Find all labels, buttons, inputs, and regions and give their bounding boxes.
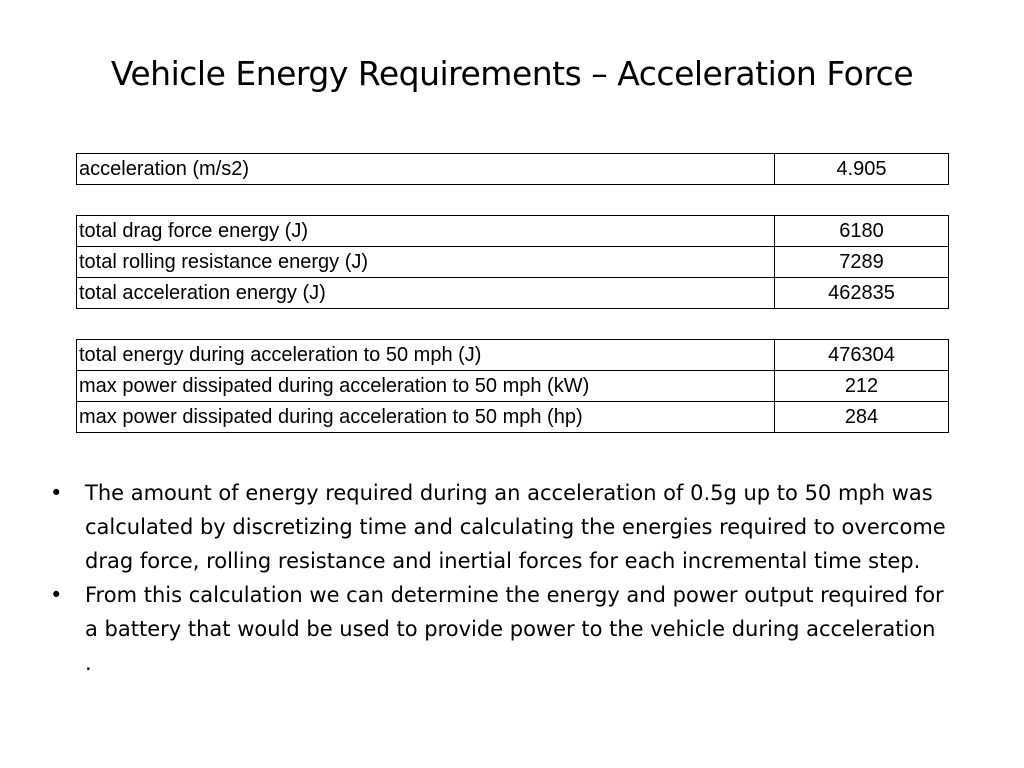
row-value: 212 (774, 370, 949, 402)
row-value: 462835 (774, 277, 949, 309)
row-label: total acceleration energy (J) (76, 277, 775, 309)
table-row: total energy during acceleration to 50 m… (76, 339, 949, 371)
bullet-dot-icon: • (50, 583, 63, 607)
row-label: max power dissipated during acceleration… (76, 370, 775, 402)
slide-title: Vehicle Energy Requirements – Accelerati… (110, 54, 914, 93)
row-value: 7289 (774, 246, 949, 278)
row-label: total drag force energy (J) (76, 215, 775, 247)
row-value: 476304 (774, 339, 949, 371)
energy-requirements-table: acceleration (m/s2) 4.905 total drag for… (76, 153, 949, 433)
row-value: 4.905 (774, 153, 949, 185)
table-spacer (77, 309, 949, 340)
row-label: total rolling resistance energy (J) (76, 246, 775, 278)
table-row: acceleration (m/s2) 4.905 (76, 153, 949, 185)
table-spacer (77, 185, 949, 216)
bullet-item: • From this calculation we can determine… (48, 578, 948, 680)
bullet-text: From this calculation we can determine t… (85, 583, 944, 675)
table-row: max power dissipated during acceleration… (76, 401, 949, 433)
bullet-list: • The amount of energy required during a… (48, 476, 948, 680)
table-row: total acceleration energy (J) 462835 (76, 277, 949, 309)
bullet-item: • The amount of energy required during a… (48, 476, 948, 578)
row-label: acceleration (m/s2) (76, 153, 775, 185)
table-row: max power dissipated during acceleration… (76, 370, 949, 402)
bullet-text: The amount of energy required during an … (85, 481, 946, 573)
bullet-dot-icon: • (50, 481, 63, 505)
table-row: total rolling resistance energy (J) 7289 (76, 246, 949, 278)
row-label: total energy during acceleration to 50 m… (76, 339, 775, 371)
row-value: 284 (774, 401, 949, 433)
row-value: 6180 (774, 215, 949, 247)
row-label: max power dissipated during acceleration… (76, 401, 775, 433)
table-row: total drag force energy (J) 6180 (76, 215, 949, 247)
